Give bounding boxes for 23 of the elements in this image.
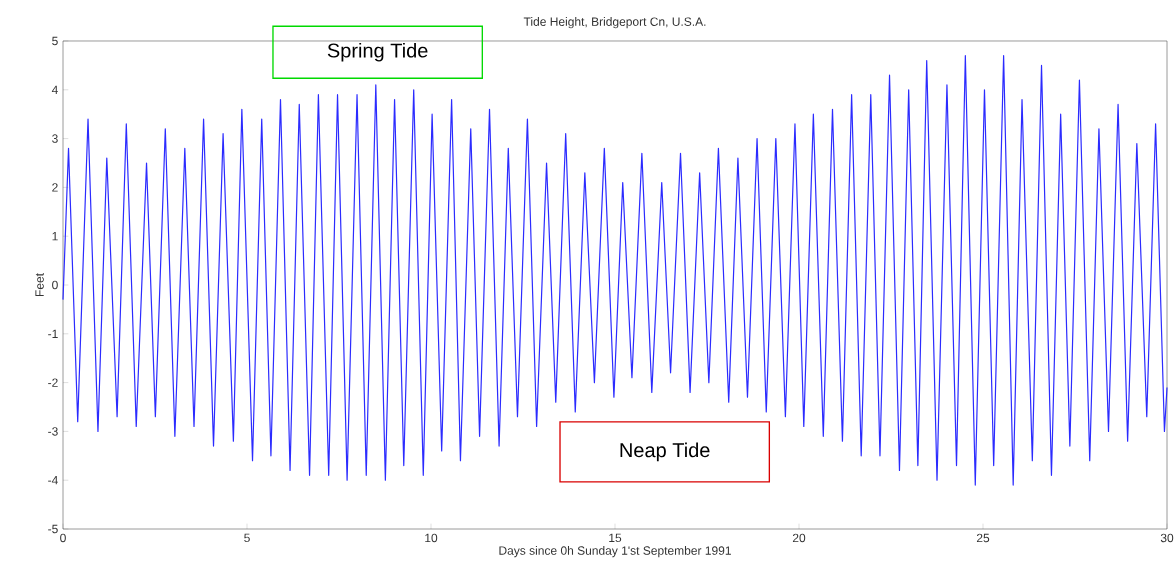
y-tick-label: -1 [48,329,58,338]
x-axis-title: Days since 0h Sunday 1'st September 1991 [499,546,731,558]
y-tick-label: 1 [52,232,58,241]
y-tick-label: -3 [48,427,58,436]
x-tick-label: 15 [609,533,622,543]
y-tick-label: -5 [48,524,58,534]
x-tick-label: 0 [60,533,66,543]
x-tick-label: 20 [792,533,806,543]
y-tick-label: 5 [52,36,58,46]
y-tick-label: 2 [52,183,58,192]
y-tick-label: -4 [48,476,58,485]
annotation: Spring Tide [327,42,428,62]
x-tick-label: 25 [976,533,990,543]
y-tick-label: -2 [48,378,58,387]
x-tick-label: 30 [1160,533,1174,543]
chart-title: Tide Height, Bridgeport Cn, U.S.A. [523,17,706,29]
y-tick-label: 0 [52,280,58,290]
x-tick-label: 10 [425,533,438,543]
x-tick-label: 5 [244,533,250,543]
y-tick-label: 4 [51,85,58,94]
y-tick-label: 3 [52,134,58,143]
y-axis-title: Feet [35,273,44,297]
annotation: Neap Tide [620,442,710,462]
